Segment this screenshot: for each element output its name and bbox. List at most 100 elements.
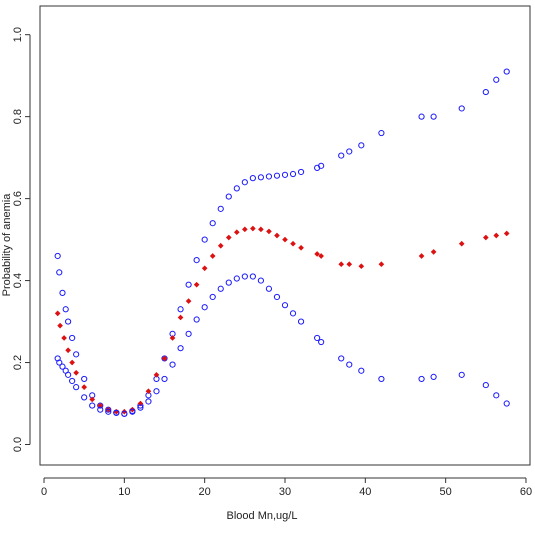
data-point	[233, 185, 240, 192]
plot-frame	[39, 5, 531, 466]
data-point	[265, 173, 273, 180]
y-axis: 0.0 0.2 0.4 0.6 0.8 1.0	[12, 27, 31, 452]
data-point	[105, 406, 112, 413]
data-point	[145, 398, 152, 405]
data-point	[177, 306, 184, 313]
y-axis-title: Probability of anemia	[1, 193, 13, 297]
data-point	[281, 302, 289, 309]
data-point	[97, 402, 104, 409]
data-point	[113, 409, 120, 417]
data-point	[201, 304, 208, 311]
series-2	[54, 273, 510, 417]
data-point	[249, 175, 256, 182]
data-point	[54, 310, 61, 317]
data-point	[297, 168, 305, 176]
data-point	[265, 285, 273, 292]
data-point	[458, 240, 465, 247]
data-point	[378, 375, 385, 383]
data-point	[193, 256, 200, 264]
data-point	[69, 359, 75, 366]
data-point	[430, 373, 437, 380]
data-point	[161, 375, 168, 383]
data-point	[430, 249, 437, 255]
data-point	[69, 334, 76, 342]
data-point	[503, 68, 510, 75]
data-point	[209, 253, 216, 259]
data-point	[241, 273, 248, 280]
x-tick-label: 0	[41, 486, 47, 498]
data-point	[318, 338, 325, 346]
data-point	[273, 293, 281, 301]
data-point	[482, 381, 489, 389]
data-point	[233, 275, 240, 282]
data-point	[73, 369, 79, 376]
data-point	[257, 277, 265, 284]
y-tick-label: 0.0	[12, 437, 24, 452]
data-point	[346, 148, 353, 155]
data-point	[185, 298, 192, 304]
data-point	[338, 355, 345, 362]
data-point	[153, 388, 160, 395]
data-point	[257, 174, 265, 181]
data-point	[430, 113, 437, 120]
x-tick-label: 10	[118, 486, 130, 498]
data-point	[193, 316, 200, 323]
data-point	[482, 88, 489, 96]
data-point	[338, 152, 345, 159]
data-point	[209, 220, 216, 227]
data-point	[81, 394, 88, 401]
y-tick-label: 0.6	[12, 191, 24, 206]
x-tick-label: 60	[520, 486, 532, 498]
data-point	[346, 261, 353, 268]
data-point	[418, 253, 425, 259]
data-point	[250, 225, 256, 232]
data-point	[378, 261, 385, 268]
data-point	[346, 361, 353, 368]
data-point	[242, 226, 248, 233]
data-point	[61, 335, 67, 341]
x-tick-label: 50	[440, 486, 452, 498]
data-point	[297, 318, 305, 325]
data-point	[97, 406, 104, 413]
data-point	[121, 410, 128, 417]
data-point	[89, 396, 96, 403]
data-point	[482, 234, 489, 241]
data-point	[418, 375, 425, 383]
data-point	[458, 371, 465, 378]
data-point	[105, 408, 112, 415]
data-point	[314, 334, 321, 342]
data-point	[217, 205, 224, 212]
data-point	[258, 226, 264, 233]
data-point	[59, 289, 66, 296]
data-point	[289, 310, 297, 317]
data-point	[233, 229, 240, 236]
series-1	[54, 225, 510, 415]
data-point	[298, 244, 304, 251]
data-point	[185, 330, 192, 337]
data-point	[137, 404, 144, 411]
data-point	[318, 253, 324, 259]
data-point	[137, 400, 144, 407]
data-point	[129, 406, 136, 413]
data-point	[217, 285, 224, 292]
data-point	[185, 281, 192, 288]
data-point	[458, 105, 465, 112]
data-point	[62, 306, 69, 313]
data-point	[503, 400, 510, 407]
data-point	[65, 318, 72, 325]
data-point	[290, 240, 296, 247]
data-point	[129, 408, 136, 415]
data-point	[217, 242, 224, 249]
data-point	[225, 193, 232, 200]
data-point	[241, 179, 248, 186]
data-point	[314, 251, 320, 257]
data-point	[65, 347, 71, 354]
y-tick-label: 0.8	[12, 109, 24, 124]
data-point	[177, 314, 184, 321]
y-tick-label: 0.2	[12, 355, 24, 370]
y-tick-label: 0.4	[12, 273, 24, 288]
x-axis-title: Blood Mn,ug/L	[227, 510, 298, 522]
data-point	[358, 367, 365, 374]
data-point	[153, 372, 160, 378]
data-point	[493, 392, 500, 399]
